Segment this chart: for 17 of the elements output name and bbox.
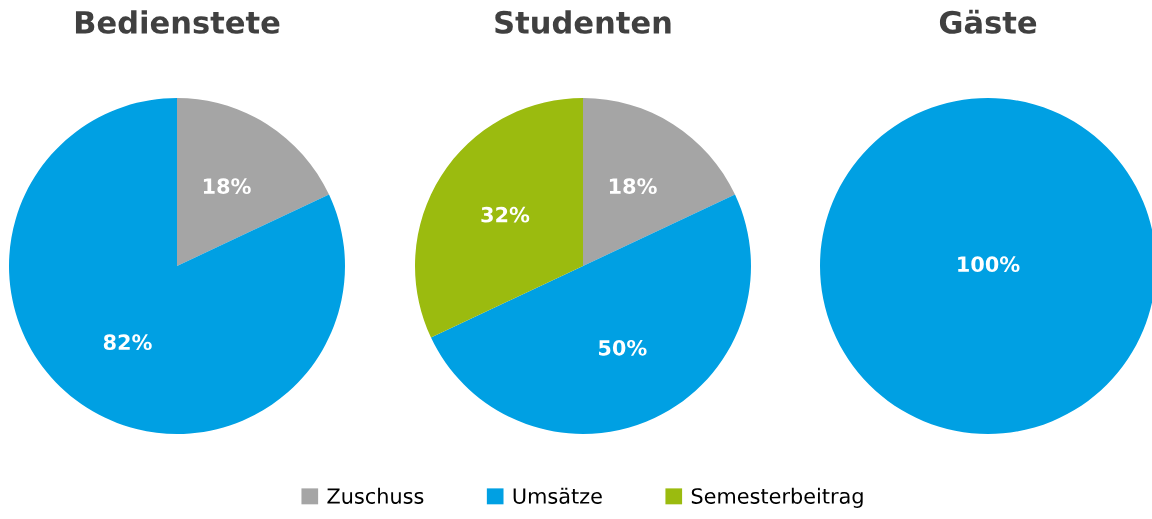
- chart-title: Studenten: [495, 10, 671, 34]
- pie-slice: [430, 194, 751, 434]
- pie-slice: [177, 98, 330, 266]
- legend-label: Zuschuss: [327, 487, 424, 504]
- data-label: 18%: [203, 178, 251, 195]
- pie-slice: [9, 98, 345, 434]
- legend-label: Umsätze: [513, 487, 602, 504]
- pie-slice: [415, 98, 583, 338]
- data-label: 32%: [481, 206, 530, 223]
- data-label: 82%: [103, 334, 152, 351]
- data-label: 100%: [958, 256, 1020, 273]
- legend-label: Semesterbeitrag: [691, 487, 863, 508]
- data-label: 50%: [599, 339, 647, 356]
- data-label: 18%: [609, 178, 657, 195]
- chart-title: Bedienstete: [75, 10, 280, 34]
- pie-slice: [583, 98, 736, 266]
- chart-title: Gäste: [939, 9, 1037, 34]
